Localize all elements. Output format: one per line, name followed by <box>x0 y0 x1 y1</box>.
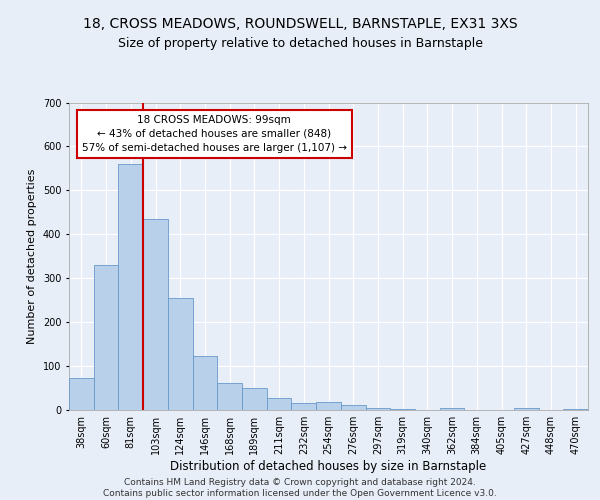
Bar <box>217 383 242 410</box>
Bar <box>94 265 118 410</box>
Text: 18 CROSS MEADOWS: 99sqm
← 43% of detached houses are smaller (848)
57% of semi-d: 18 CROSS MEADOWS: 99sqm ← 43% of detache… <box>82 115 347 153</box>
Y-axis label: Number of detached properties: Number of detached properties <box>28 168 37 344</box>
Bar <box>143 219 168 410</box>
Bar <box>292 404 316 410</box>
Text: 18, CROSS MEADOWS, ROUNDSWELL, BARNSTAPLE, EX31 3XS: 18, CROSS MEADOWS, ROUNDSWELL, BARNSTAPL… <box>83 18 517 32</box>
Bar <box>267 398 292 410</box>
Bar <box>341 405 365 410</box>
Bar <box>365 408 390 410</box>
Bar <box>440 408 464 410</box>
Bar <box>390 408 415 410</box>
Bar <box>69 378 94 410</box>
Bar <box>514 408 539 410</box>
Bar <box>242 388 267 410</box>
Bar <box>193 356 217 410</box>
Text: Contains HM Land Registry data © Crown copyright and database right 2024.
Contai: Contains HM Land Registry data © Crown c… <box>103 478 497 498</box>
Bar <box>118 164 143 410</box>
Bar <box>316 402 341 410</box>
Bar <box>168 298 193 410</box>
Text: Size of property relative to detached houses in Barnstaple: Size of property relative to detached ho… <box>118 38 482 51</box>
X-axis label: Distribution of detached houses by size in Barnstaple: Distribution of detached houses by size … <box>170 460 487 473</box>
Bar <box>563 408 588 410</box>
